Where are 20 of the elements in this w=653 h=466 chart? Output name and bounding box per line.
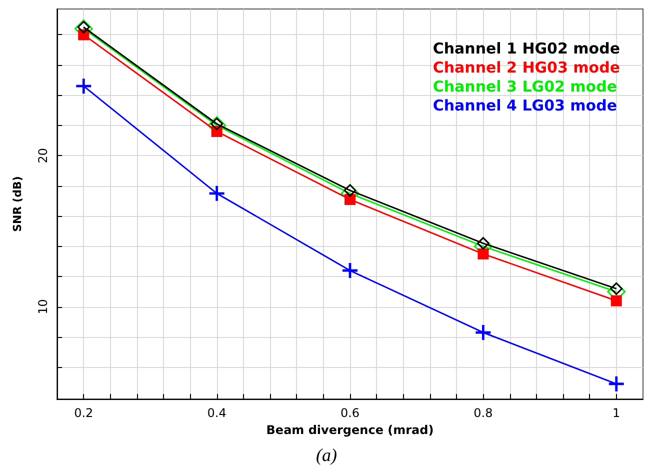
x-axis-title: Beam divergence (mrad) [266,422,434,437]
point [209,186,224,201]
point [344,194,356,205]
text: Channel 2 HG03 mode [432,58,620,76]
x-tick-label: 0.8 [474,406,493,420]
point [478,248,489,260]
text: Channel 4 LG03 mode [432,96,618,114]
text: Channel 3 LG02 mode [432,78,618,96]
point [76,78,92,94]
x-tick-label: 0.6 [340,406,360,420]
x-tick-label: 0.2 [74,406,94,420]
y-axis-title: SNR (dB) [11,176,24,232]
point [608,376,624,392]
x-tick-label: 1 [612,406,620,420]
text: (a) [316,445,338,465]
x-tick-label: 0.4 [207,406,226,420]
y-tick-label: 10 [36,299,50,314]
y-tick-label: 20 [36,148,50,164]
text: Channel 1 HG02 mode [432,40,620,58]
point [610,295,622,306]
